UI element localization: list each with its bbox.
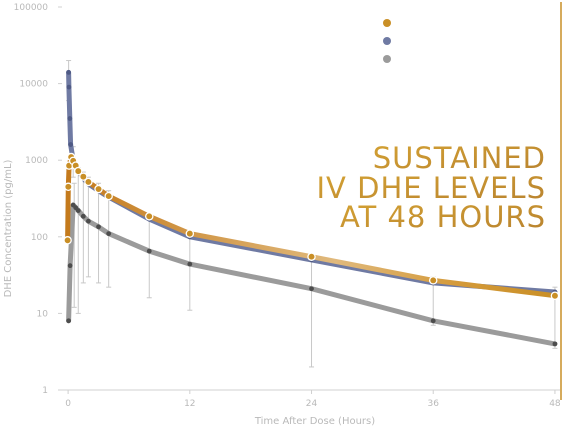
data-point — [75, 208, 81, 213]
legend-marker — [383, 55, 391, 63]
headline-line: AT 48 HOURS — [340, 200, 546, 234]
data-point — [146, 248, 152, 254]
data-point — [550, 291, 560, 300]
y-tick-label: 10000 — [19, 80, 48, 90]
data-point — [430, 318, 436, 324]
y-tick-label: 100 — [31, 233, 48, 243]
x-tick-label: 48 — [549, 399, 561, 409]
data-point — [185, 229, 195, 238]
y-tick-label: 1000 — [25, 156, 48, 166]
data-point — [307, 252, 316, 261]
legend — [383, 19, 391, 63]
data-point — [66, 318, 72, 324]
y-tick-label: 1 — [42, 386, 48, 396]
data-point — [94, 184, 103, 194]
data-point — [428, 276, 438, 285]
legend-marker — [383, 19, 391, 27]
data-point — [67, 116, 73, 121]
x-tick-label: 24 — [306, 399, 318, 409]
data-point — [104, 191, 113, 201]
headline-line: IV DHE LEVELS — [317, 171, 547, 205]
data-point — [66, 70, 72, 75]
data-point — [74, 166, 83, 176]
data-point — [68, 142, 74, 147]
x-tick-label: 36 — [427, 399, 439, 409]
data-point — [144, 212, 154, 221]
data-point — [106, 231, 112, 237]
data-point — [84, 177, 93, 187]
data-point — [96, 224, 101, 230]
data-point — [79, 172, 88, 181]
axes: 1 10 100 1000 10000 100000 0 12 24 36 48 Time After… — [3, 2, 562, 427]
y-tick-label: 10 — [37, 309, 49, 319]
data-point — [63, 236, 72, 245]
data-point — [67, 263, 73, 269]
legend-marker — [383, 37, 391, 45]
data-point — [66, 84, 72, 90]
headline-line: SUSTAINED — [373, 141, 546, 175]
data-point — [552, 341, 558, 347]
series-lines — [63, 69, 560, 347]
data-point — [64, 182, 73, 192]
x-tick-label: 0 — [65, 399, 71, 409]
y-tick-label: 100000 — [14, 3, 49, 13]
x-tick-label: 12 — [184, 399, 195, 409]
y-axis-title: DHE Concentration (pg/mL) — [3, 159, 14, 297]
data-point — [85, 218, 91, 224]
data-point — [80, 213, 86, 219]
x-axis-title: Time After Dose (Hours) — [254, 416, 375, 427]
data-point — [187, 261, 193, 267]
data-point — [309, 286, 314, 292]
